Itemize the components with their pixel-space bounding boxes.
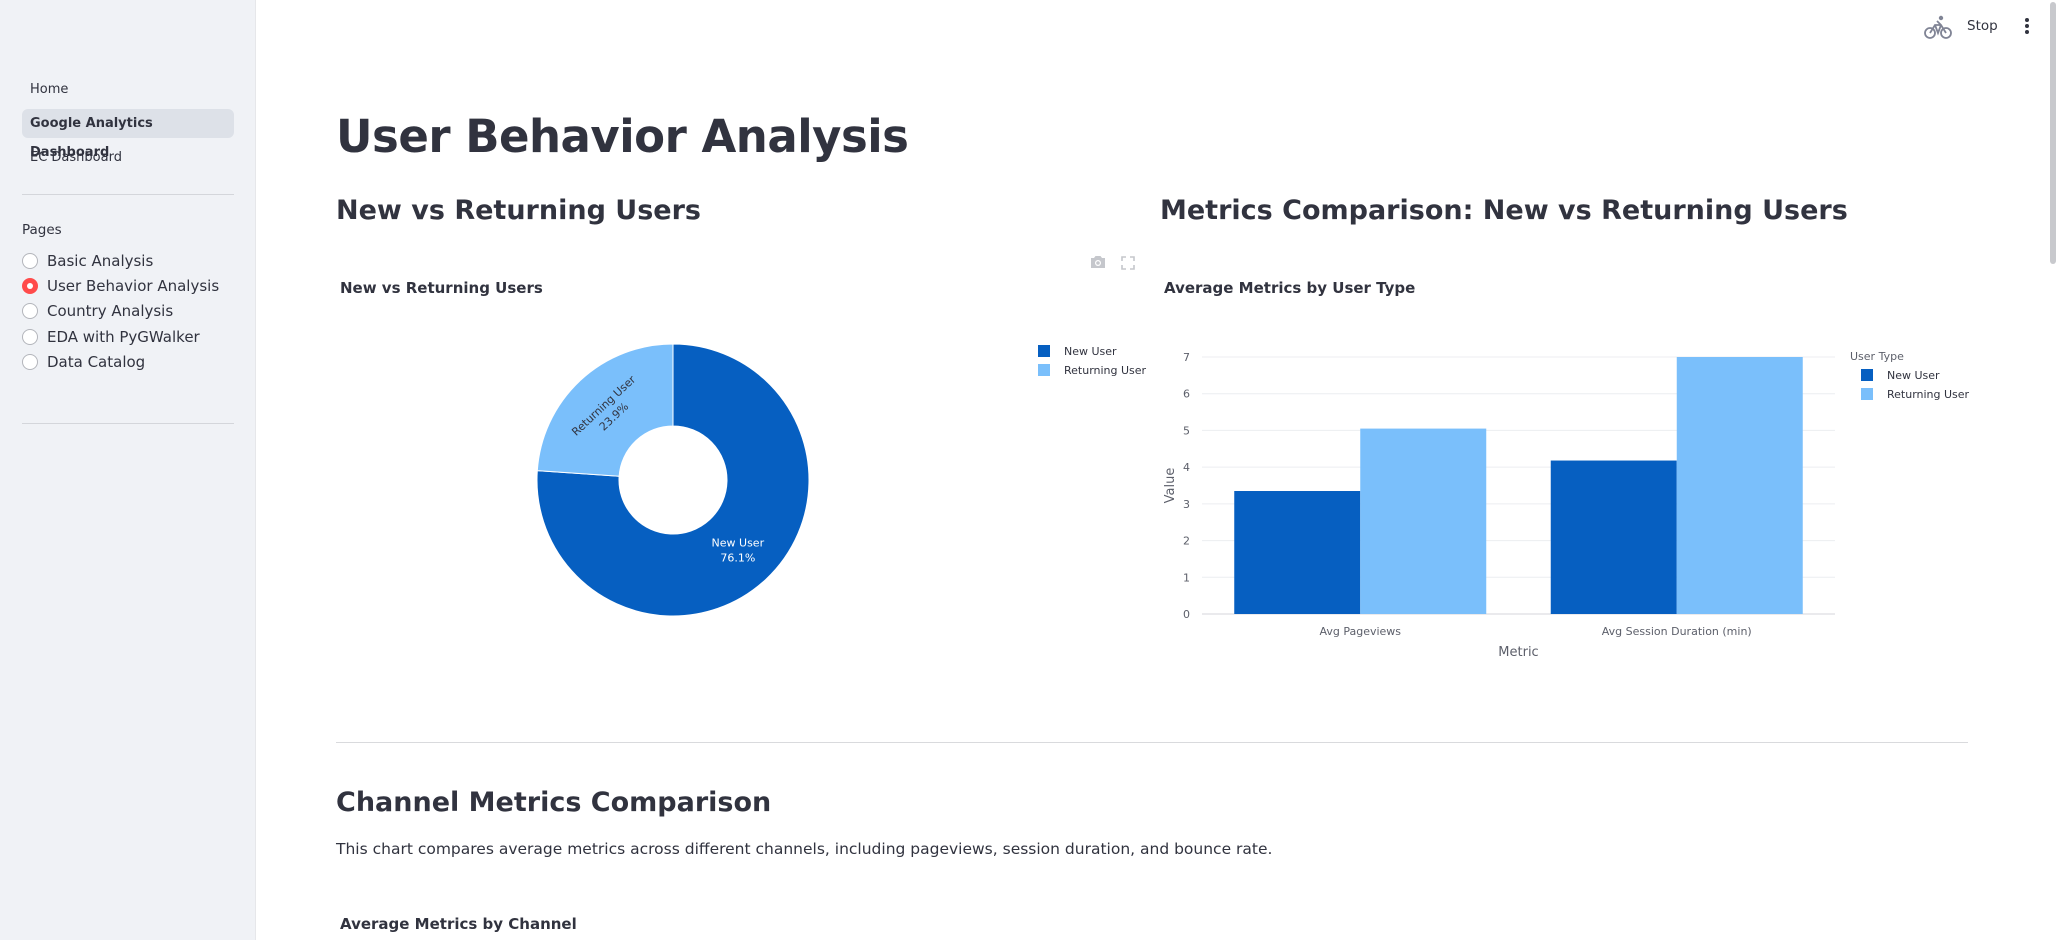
legend-swatch-returning-user bbox=[1038, 364, 1050, 376]
y-tick-label: 2 bbox=[1183, 535, 1190, 548]
legend-swatch-returning-user bbox=[1861, 388, 1873, 400]
radio-icon bbox=[22, 303, 38, 319]
section-heading-channel-metrics: Channel Metrics Comparison bbox=[336, 787, 772, 818]
legend-label-new-user: New User bbox=[1887, 369, 1940, 382]
y-tick-label: 7 bbox=[1183, 351, 1190, 364]
bar-chart: 0 1 2 3 4 5 6 7 Avg Pageviews Avg Session Duratio… bbox=[1163, 350, 1970, 660]
section-heading-new-vs-returning: New vs Returning Users bbox=[336, 195, 701, 226]
cyclist-icon bbox=[1924, 15, 1952, 39]
sidebar: Home Google Analytics Dashboard EC Dashb… bbox=[0, 0, 256, 940]
y-tick-label: 3 bbox=[1183, 498, 1190, 511]
radio-icon bbox=[22, 354, 38, 370]
stop-button[interactable]: Stop bbox=[1967, 18, 1998, 34]
nav-link-ec-dashboard[interactable]: EC Dashboard bbox=[30, 150, 122, 165]
radio-icon bbox=[22, 253, 38, 269]
camera-icon[interactable] bbox=[1090, 255, 1106, 269]
page-option-country-analysis[interactable]: Country Analysis bbox=[22, 300, 173, 322]
legend-label-returning-user: Returning User bbox=[1887, 388, 1970, 401]
radio-icon bbox=[22, 329, 38, 345]
bar-returning-user-avg-session-duration-min bbox=[1676, 357, 1803, 614]
pie-slice-label-new-user: New User 76.1% bbox=[712, 536, 765, 564]
pie-slice-returning-user bbox=[536, 343, 674, 477]
bar-chart-title: Average Metrics by User Type bbox=[1164, 279, 1416, 297]
page-option-eda-with-pygwalker[interactable]: EDA with PyGWalker bbox=[22, 326, 200, 348]
x-tick-label: Avg Pageviews bbox=[1319, 625, 1401, 638]
radio-checked-icon bbox=[22, 278, 38, 294]
y-axis-title: Value bbox=[1163, 468, 1178, 504]
x-axis-title: Metric bbox=[1498, 645, 1538, 660]
page-option-data-catalog[interactable]: Data Catalog bbox=[22, 351, 145, 373]
x-tick-label: Avg Session Duration (min) bbox=[1602, 625, 1752, 638]
y-tick-label: 0 bbox=[1183, 608, 1190, 621]
y-tick-label: 6 bbox=[1183, 388, 1190, 401]
sidebar-divider bbox=[22, 423, 234, 424]
bar-new-user-avg-session-duration-min bbox=[1550, 460, 1677, 614]
nav-link-google-analytics-dashboard[interactable]: Google Analytics Dashboard bbox=[22, 109, 234, 160]
channel-chart-title: Average Metrics by Channel bbox=[340, 915, 577, 933]
donut-chart: New User 76.1%Returning User23.9%New User… bbox=[536, 343, 1147, 617]
bar-new-user-avg-pageviews bbox=[1234, 491, 1361, 614]
channel-description: This chart compares average metrics acro… bbox=[336, 840, 1273, 858]
page-title: User Behavior Analysis bbox=[336, 110, 909, 163]
legend-swatch-new-user bbox=[1861, 369, 1873, 381]
pie-chart-title: New vs Returning Users bbox=[340, 279, 543, 297]
page-option-label: Data Catalog bbox=[47, 353, 146, 371]
page-option-user-behavior-analysis[interactable]: User Behavior Analysis bbox=[22, 275, 219, 297]
fullscreen-icon[interactable] bbox=[1121, 256, 1135, 270]
page-option-label: User Behavior Analysis bbox=[47, 277, 220, 295]
y-tick-label: 1 bbox=[1183, 571, 1190, 584]
bar-returning-user-avg-pageviews bbox=[1360, 428, 1487, 614]
pie-slice-new-user bbox=[536, 343, 810, 617]
section-divider bbox=[336, 742, 1968, 743]
sidebar-divider bbox=[22, 194, 234, 195]
page-option-basic-analysis[interactable]: Basic Analysis bbox=[22, 250, 153, 272]
legend-title: User Type bbox=[1850, 350, 1904, 363]
page-option-label: Country Analysis bbox=[47, 302, 174, 320]
kebab-menu-icon[interactable] bbox=[2020, 17, 2034, 35]
y-tick-label: 4 bbox=[1183, 461, 1190, 474]
nav-link-home[interactable]: Home bbox=[30, 82, 69, 97]
y-tick-label: 5 bbox=[1183, 424, 1190, 437]
pages-label: Pages bbox=[22, 222, 62, 238]
page-option-label: EDA with PyGWalker bbox=[47, 328, 200, 346]
scrollbar[interactable] bbox=[2050, 2, 2056, 264]
legend-swatch-new-user bbox=[1038, 345, 1050, 357]
legend-label-new-user: New User bbox=[1064, 345, 1117, 358]
page-option-label: Basic Analysis bbox=[47, 252, 154, 270]
section-heading-metrics-comparison: Metrics Comparison: New vs Returning Use… bbox=[1160, 195, 1848, 226]
legend-label-returning-user: Returning User bbox=[1064, 364, 1147, 377]
